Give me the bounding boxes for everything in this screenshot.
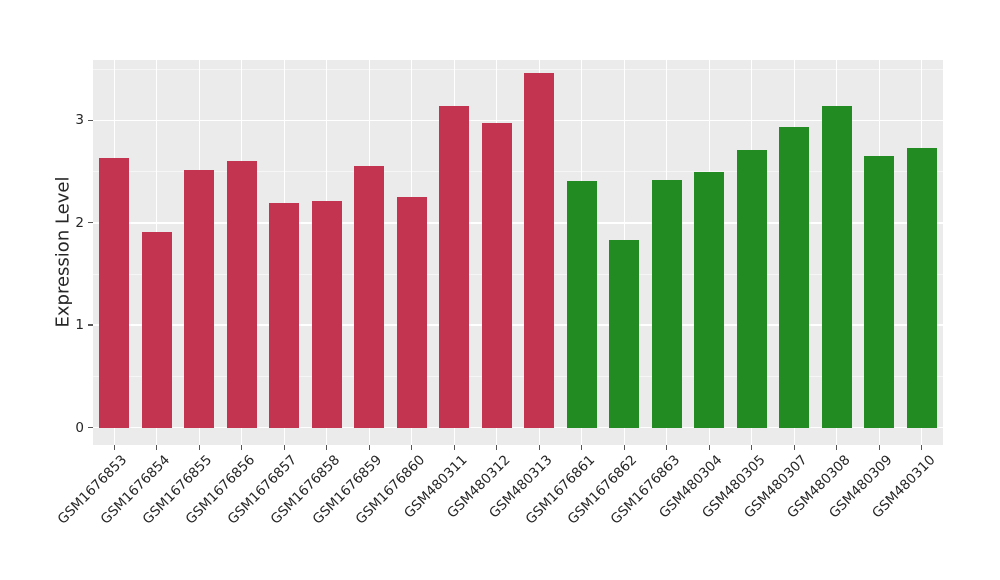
plot-panel — [93, 60, 943, 445]
x-tick-mark — [283, 445, 285, 450]
x-tick-mark — [496, 445, 498, 450]
x-tick-mark — [793, 445, 795, 450]
y-tick-mark — [88, 324, 93, 326]
y-tick-mark — [88, 426, 93, 429]
y-tick-mark — [88, 222, 93, 224]
bar-GSM1676854 — [141, 232, 172, 428]
bar-GSM1676858 — [311, 201, 342, 428]
bar-GSM1676859 — [354, 166, 385, 428]
bar-GSM1676860 — [396, 197, 427, 428]
major-gridline — [93, 426, 943, 429]
bar-GSM1676862 — [609, 240, 640, 428]
x-tick-mark — [411, 445, 413, 450]
bar-GSM1676855 — [184, 169, 215, 428]
x-tick-mark — [368, 445, 370, 450]
bar-GSM480310 — [906, 148, 937, 428]
major-gridline — [93, 222, 943, 224]
x-tick-mark — [666, 445, 668, 450]
x-tick-mark — [751, 445, 753, 450]
y-tick-label: 3 — [75, 112, 84, 129]
y-tick-label: 1 — [75, 317, 84, 334]
minor-gridline — [93, 68, 943, 70]
bar-GSM480304 — [694, 171, 725, 428]
x-tick-mark — [538, 445, 540, 450]
major-gridline — [93, 324, 943, 326]
x-tick-mark — [708, 445, 710, 450]
x-tick-mark — [836, 445, 838, 450]
bar-GSM480307 — [779, 126, 810, 428]
x-tick-mark — [581, 445, 583, 450]
x-tick-mark — [113, 445, 115, 450]
x-tick-mark — [623, 445, 625, 450]
x-tick-mark — [198, 445, 200, 450]
bar-GSM480313 — [524, 73, 555, 428]
bar-GSM480309 — [864, 156, 895, 428]
bar-GSM1676853 — [99, 158, 130, 428]
bar-GSM480312 — [481, 123, 512, 428]
x-tick-mark — [156, 445, 158, 450]
bar-GSM1676861 — [566, 180, 597, 428]
bar-GSM1676856 — [226, 161, 257, 428]
major-gridline — [93, 119, 943, 122]
x-tick-mark — [921, 445, 923, 450]
x-tick-mark — [326, 445, 328, 450]
minor-gridline — [93, 171, 943, 173]
x-tick-mark — [878, 445, 880, 450]
bar-GSM1676857 — [269, 203, 300, 428]
y-tick-label: 2 — [75, 214, 84, 231]
x-tick-mark — [241, 445, 243, 450]
y-axis-title: Expression Level — [52, 176, 74, 328]
y-tick-label: 0 — [75, 419, 84, 436]
bar-GSM480308 — [821, 106, 852, 428]
bar-GSM480305 — [736, 150, 767, 428]
x-tick-mark — [453, 445, 455, 450]
bar-GSM480311 — [439, 106, 470, 428]
bar-GSM1676863 — [651, 179, 682, 428]
minor-gridline — [93, 273, 943, 275]
minor-gridline — [93, 375, 943, 377]
y-tick-mark — [88, 119, 93, 122]
